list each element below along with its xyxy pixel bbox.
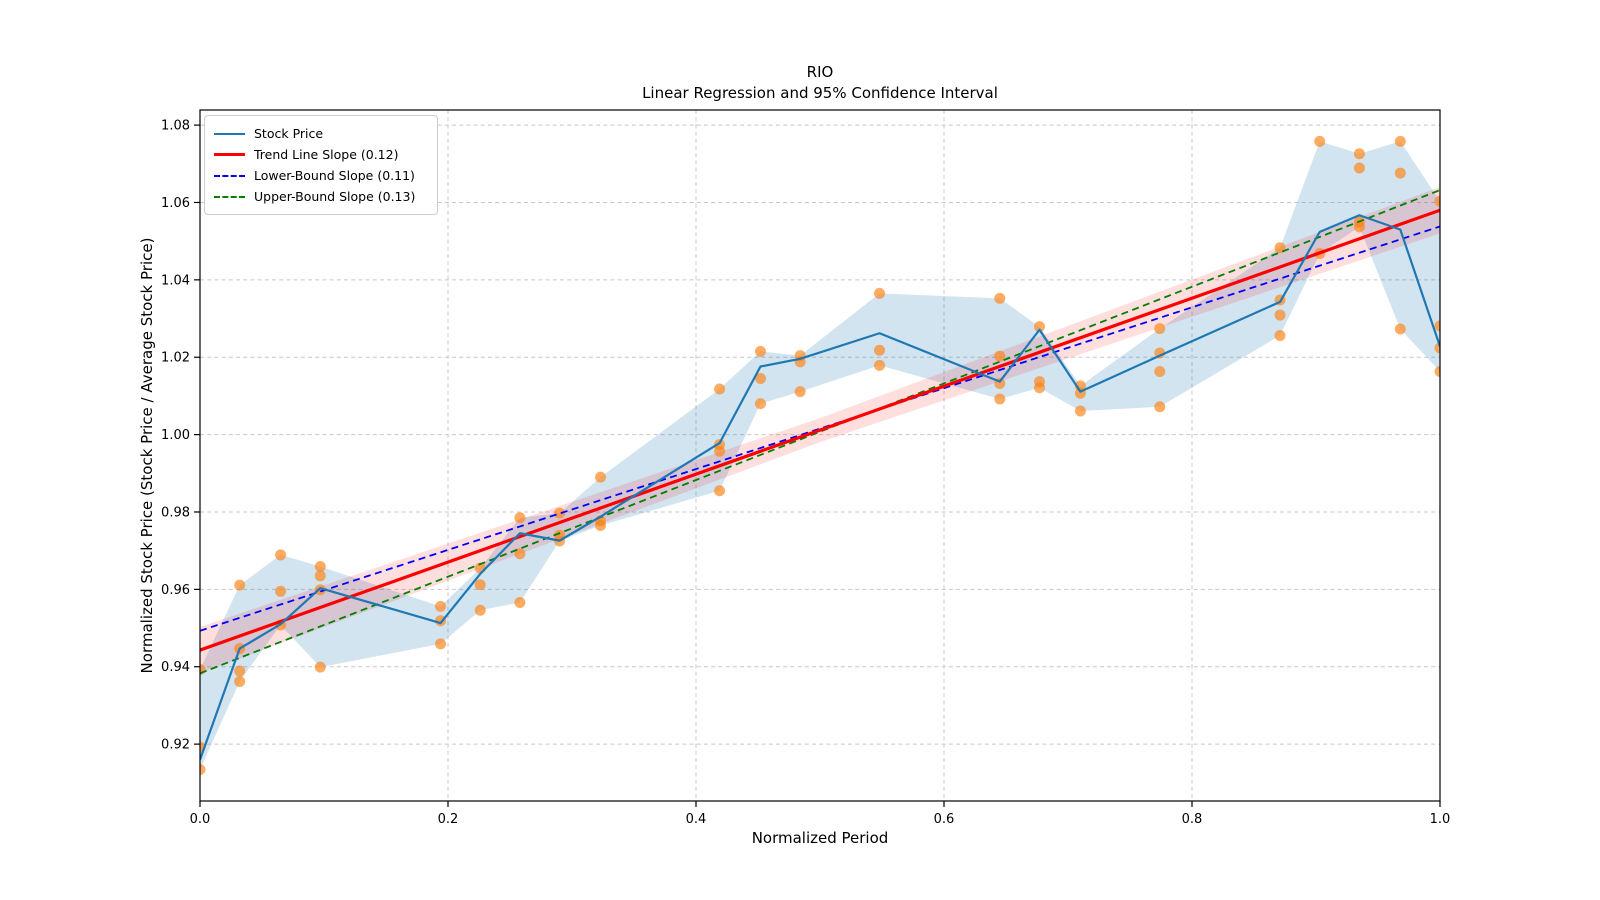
scatter-point — [714, 383, 726, 395]
y-tick-label: 0.92 — [161, 738, 190, 753]
x-tick-label: 0.2 — [438, 812, 459, 827]
scatter-point — [435, 600, 447, 612]
legend-line-sample — [214, 153, 245, 156]
legend-item-label: Lower-Bound Slope (0.11) — [254, 168, 415, 183]
scatter-point — [874, 344, 886, 356]
lower-bound-line — [200, 225, 1440, 632]
scatter-point — [474, 579, 486, 591]
legend-item-label: Stock Price — [254, 126, 324, 141]
x-axis-label: Normalized Period — [752, 829, 889, 847]
y-tick-label: 0.98 — [161, 505, 190, 520]
legend-item-label: Trend Line Slope (0.12) — [254, 147, 399, 162]
scatter-point — [314, 584, 326, 596]
x-tick-label: 0.4 — [686, 812, 707, 827]
y-tick-label: 1.08 — [161, 119, 190, 134]
x-tick-label: 0.8 — [1182, 812, 1203, 827]
legend-line-sample — [214, 195, 245, 198]
x-tick-label: 1.0 — [1430, 812, 1451, 827]
legend-item: Lower-Bound Slope (0.11) — [214, 165, 428, 186]
scatter-point — [595, 520, 607, 532]
legend: Stock Price Trend Line Slope (0.12) Lower-… — [204, 115, 438, 215]
scatter-point — [994, 350, 1006, 362]
scatter-point — [314, 570, 326, 582]
y-tick-label: 1.00 — [161, 428, 190, 443]
scatter-point — [1033, 382, 1045, 394]
scatter-point — [714, 445, 726, 457]
scatter-point — [874, 359, 886, 371]
axes-spines — [199, 109, 1441, 802]
chart-title-line2: Linear Regression and 95% Confidence Int… — [642, 84, 998, 102]
stock-price-line — [200, 214, 1440, 760]
scatter-point — [714, 485, 726, 497]
chart-title-line1: RIO — [807, 63, 834, 81]
upper-bound-line — [200, 189, 1440, 675]
scatter-point — [1434, 366, 1440, 378]
scatter-point — [1314, 135, 1326, 147]
y-axis-label: Normalized Stock Price (Stock Price / Av… — [138, 238, 156, 674]
legend-line-sample — [214, 174, 245, 177]
scatter-point — [794, 386, 806, 398]
y-tick-label: 1.04 — [161, 273, 190, 288]
scatter-point — [994, 393, 1006, 405]
scatter-point — [514, 597, 526, 609]
scatter-point — [514, 548, 526, 560]
scatter-point — [234, 665, 246, 677]
legend-line-sample — [214, 132, 245, 135]
trend-line — [200, 208, 1440, 652]
scatter-point — [595, 471, 607, 483]
scatter-point — [275, 549, 287, 561]
scatter-point — [435, 638, 447, 650]
y-tick-label: 0.94 — [161, 660, 190, 675]
scatter-point — [754, 398, 766, 410]
scatter-point — [1434, 320, 1440, 332]
scatter-point — [1274, 309, 1286, 321]
legend-item: Stock Price — [214, 123, 428, 144]
scatter-point — [1074, 405, 1086, 417]
scatter-point — [1394, 323, 1406, 335]
y-tick-label: 1.02 — [161, 351, 190, 366]
scatter-point — [1394, 135, 1406, 147]
legend-item-label: Upper-Bound Slope (0.13) — [254, 189, 416, 204]
x-tick-label: 0.6 — [934, 812, 955, 827]
scatter-point — [994, 292, 1006, 304]
y-tick-label: 1.06 — [161, 196, 190, 211]
scatter-point — [874, 287, 886, 299]
scatter-point — [1394, 167, 1406, 179]
scatter-point — [1353, 221, 1365, 233]
scatter-point — [234, 675, 246, 687]
x-tick-label: 0.0 — [190, 812, 211, 827]
y-tick-label: 0.96 — [161, 583, 190, 598]
scatter-point — [275, 585, 287, 597]
scatter-point — [514, 512, 526, 524]
scatter-point — [754, 373, 766, 385]
scatter-point — [1353, 162, 1365, 174]
scatter-point — [1154, 401, 1166, 413]
scatter-point — [1154, 323, 1166, 335]
legend-item: Trend Line Slope (0.12) — [214, 144, 428, 165]
stock-minmax-band — [200, 141, 1440, 770]
scatter-point — [754, 345, 766, 357]
scatter-point — [1274, 330, 1286, 342]
legend-item: Upper-Bound Slope (0.13) — [214, 186, 428, 207]
scatter-point — [1033, 321, 1045, 333]
scatter-point — [314, 561, 326, 573]
scatter-point — [200, 764, 206, 776]
scatter-point — [1154, 366, 1166, 378]
scatter-point — [1353, 148, 1365, 160]
scatter-point — [314, 661, 326, 673]
scatter-point — [1434, 195, 1440, 207]
scatter-point — [554, 507, 566, 519]
scatter-point — [234, 579, 246, 591]
scatter-point — [474, 604, 486, 616]
